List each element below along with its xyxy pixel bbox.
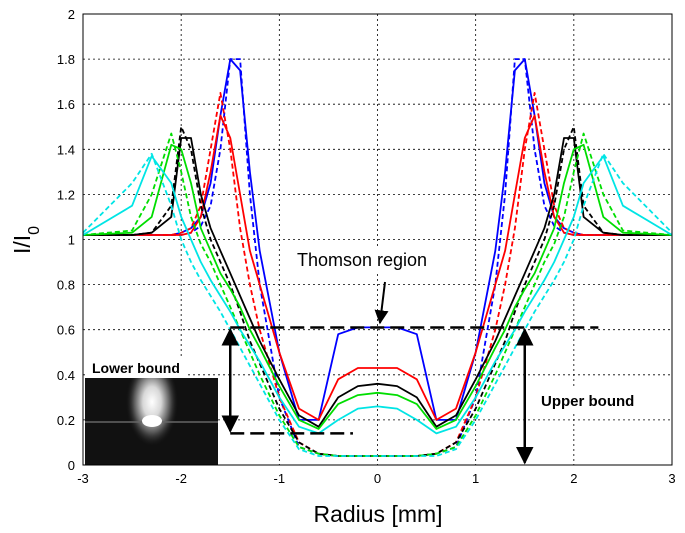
x-tick-label: -1 <box>274 471 286 486</box>
series-line <box>82 132 673 457</box>
x-tick-label: -2 <box>175 471 187 486</box>
y-tick-label: 0.8 <box>57 278 75 293</box>
x-tick-label: 3 <box>668 471 675 486</box>
annotation: Upper bound <box>541 393 634 410</box>
x-tick-label: 1 <box>472 471 479 486</box>
series-line <box>82 155 673 435</box>
plot-frame <box>82 13 673 466</box>
y-tick-label: 1.6 <box>57 97 75 112</box>
label-background <box>294 246 464 272</box>
label-background <box>88 356 188 378</box>
x-axis-label: Radius [mm] <box>313 501 442 527</box>
y-axis-label-sub: 0 <box>26 226 43 235</box>
annotations: Thomson region Lower bound Upper bound <box>88 246 664 465</box>
annotation: Lower bound <box>92 360 180 376</box>
series-line <box>82 143 673 430</box>
y-tick-label: 0.2 <box>57 413 75 428</box>
y-tick-label: 0.6 <box>57 323 75 338</box>
x-tick-label: 2 <box>570 471 577 486</box>
x-tick-label: -3 <box>77 471 89 486</box>
series-line <box>83 137 672 428</box>
y-tick-label: 0.4 <box>57 368 75 383</box>
y-tick-label: 0 <box>68 458 75 473</box>
y-tick-label: 2 <box>68 7 75 22</box>
y-tick-label: 1.2 <box>57 187 75 202</box>
lines <box>82 58 673 457</box>
inset-image <box>85 358 218 465</box>
y-tick-label: 1 <box>68 233 75 248</box>
label-background <box>538 388 664 412</box>
series-line <box>83 114 672 421</box>
y-tick-label: 1.4 <box>57 142 75 157</box>
y-axis-label-main: I/I <box>9 235 35 254</box>
series-line <box>82 152 673 457</box>
y-axis-label: I/I0 <box>9 226 43 254</box>
thomson-arrow <box>374 281 389 325</box>
annotation: Thomson region <box>297 250 427 270</box>
x-tick-label: 0 <box>374 471 381 486</box>
y-tick-label: 1.8 <box>57 52 75 67</box>
